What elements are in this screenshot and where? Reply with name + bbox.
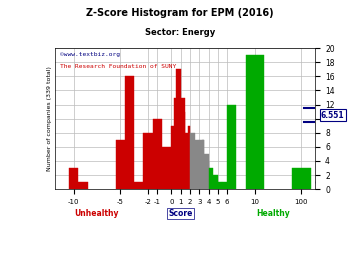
Bar [222,182,227,189]
Text: ©www.textbiz.org: ©www.textbiz.org [60,52,120,58]
Bar [144,133,153,189]
Bar [218,182,222,189]
Bar [78,182,88,189]
Text: Sector: Energy: Sector: Energy [145,28,215,37]
Y-axis label: Number of companies (339 total): Number of companies (339 total) [48,66,53,171]
Bar [206,161,208,189]
Text: Z-Score Histogram for EPM (2016): Z-Score Histogram for EPM (2016) [86,8,274,18]
Bar [169,182,174,189]
Bar [125,76,134,189]
Bar [176,69,181,189]
Bar [213,175,218,189]
Bar [134,182,144,189]
Bar [178,104,181,189]
Text: The Research Foundation of SUNY: The Research Foundation of SUNY [60,64,177,69]
Bar [197,168,199,189]
Bar [246,55,264,189]
Bar [183,112,185,189]
Bar [185,133,190,189]
Bar [195,140,199,189]
Bar [292,168,311,189]
Bar [192,161,195,189]
Bar [208,168,213,189]
Bar [190,133,195,189]
Bar [116,140,125,189]
Bar [160,175,165,189]
Text: Score: Score [168,209,193,218]
Bar [204,154,208,189]
Bar [174,97,176,189]
Bar [188,126,190,189]
Text: Unhealthy: Unhealthy [75,209,119,218]
Bar [69,168,78,189]
Bar [171,126,176,189]
Bar [181,97,185,189]
Bar [153,119,162,189]
Bar [162,147,171,189]
Bar [227,104,237,189]
Bar [202,140,204,189]
Text: Healthy: Healthy [257,209,291,218]
Bar [199,140,204,189]
Text: 6.551: 6.551 [321,111,345,120]
